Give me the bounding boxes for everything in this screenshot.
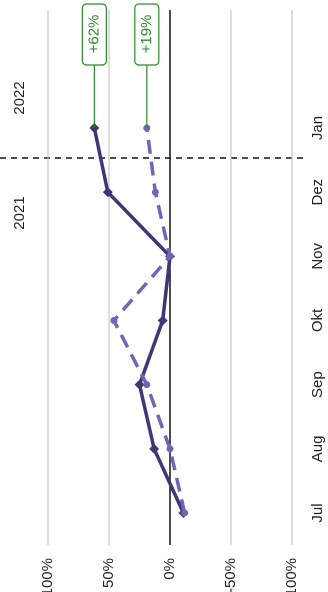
point <box>181 509 189 517</box>
point <box>166 445 174 453</box>
x-tick-label: Sep <box>309 371 326 398</box>
year-label: 2021 <box>11 196 28 229</box>
y-tick-label: -100% <box>283 558 300 592</box>
annotation-box <box>81 3 107 66</box>
y-tick-label: 50% <box>100 558 117 588</box>
y-tick-label: 100% <box>39 558 56 592</box>
year-label: 2022 <box>11 81 28 114</box>
y-tick-label: -50% <box>222 558 239 592</box>
point <box>143 381 151 389</box>
point <box>110 317 118 324</box>
point <box>102 187 113 198</box>
x-tick-label: Aug <box>309 435 326 462</box>
point <box>134 379 145 390</box>
series-line <box>111 127 187 514</box>
annotation-box <box>134 3 160 66</box>
point <box>149 443 160 454</box>
annotation-label: +62% <box>85 15 102 54</box>
point <box>166 252 174 260</box>
x-tick-label: Dez <box>309 179 326 206</box>
point <box>151 188 159 196</box>
point <box>157 315 168 326</box>
x-tick-label: Okt <box>309 308 326 332</box>
y-tick-label: 0% <box>161 558 178 580</box>
x-tick-label: Nov <box>309 243 326 270</box>
annotation-label: +19% <box>138 15 155 54</box>
x-tick-label: Jan <box>309 116 326 140</box>
x-tick-label: Jul <box>309 503 326 522</box>
